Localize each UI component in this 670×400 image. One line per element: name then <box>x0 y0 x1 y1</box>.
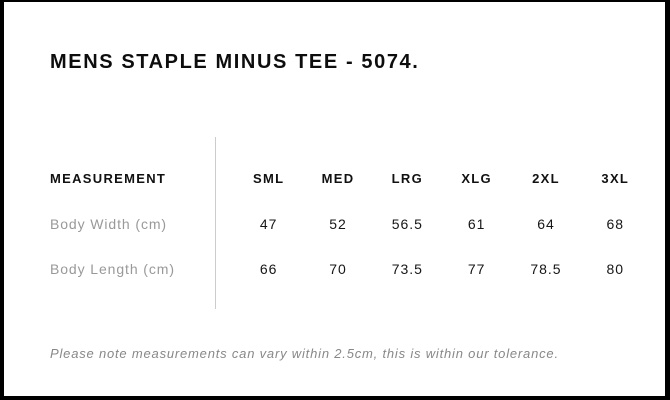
body-length-med: 70 <box>329 260 347 277</box>
body-width-med: 52 <box>329 215 347 232</box>
size-column-header-3xl: 3XL <box>601 171 630 186</box>
page-title: MENS STAPLE MINUS TEE - 5074. <box>50 51 420 73</box>
body-length-xlg: 77 <box>467 260 486 277</box>
size-column-header-2xl: 2XL <box>532 171 560 186</box>
size-column-header-med: MED <box>321 171 355 186</box>
column-divider <box>215 137 216 309</box>
body-length-sml: 66 <box>259 260 278 277</box>
row-label-body-length: Body Length (cm) <box>50 260 175 277</box>
row-label-body-width: Body Width (cm) <box>50 215 167 232</box>
size-column-header-lrg: LRG <box>391 171 423 186</box>
body-length-2xl: 78.5 <box>530 260 562 277</box>
measurement-column-header: MEASUREMENT <box>50 171 167 186</box>
body-length-3xl: 80 <box>606 260 625 277</box>
body-width-2xl: 64 <box>537 215 555 232</box>
body-width-xlg: 61 <box>467 215 486 232</box>
body-width-sml: 47 <box>259 215 278 232</box>
tolerance-note: Please note measurements can vary within… <box>50 346 559 361</box>
size-column-header-sml: SML <box>252 171 285 186</box>
size-column-header-xlg: XLG <box>461 171 492 186</box>
body-width-3xl: 68 <box>606 215 625 232</box>
size-table: MEASUREMENT SML MED LRG XLG 2XL 3XL Body… <box>50 156 650 291</box>
body-width-lrg: 56.5 <box>391 215 423 232</box>
body-length-lrg: 73.5 <box>391 260 423 277</box>
